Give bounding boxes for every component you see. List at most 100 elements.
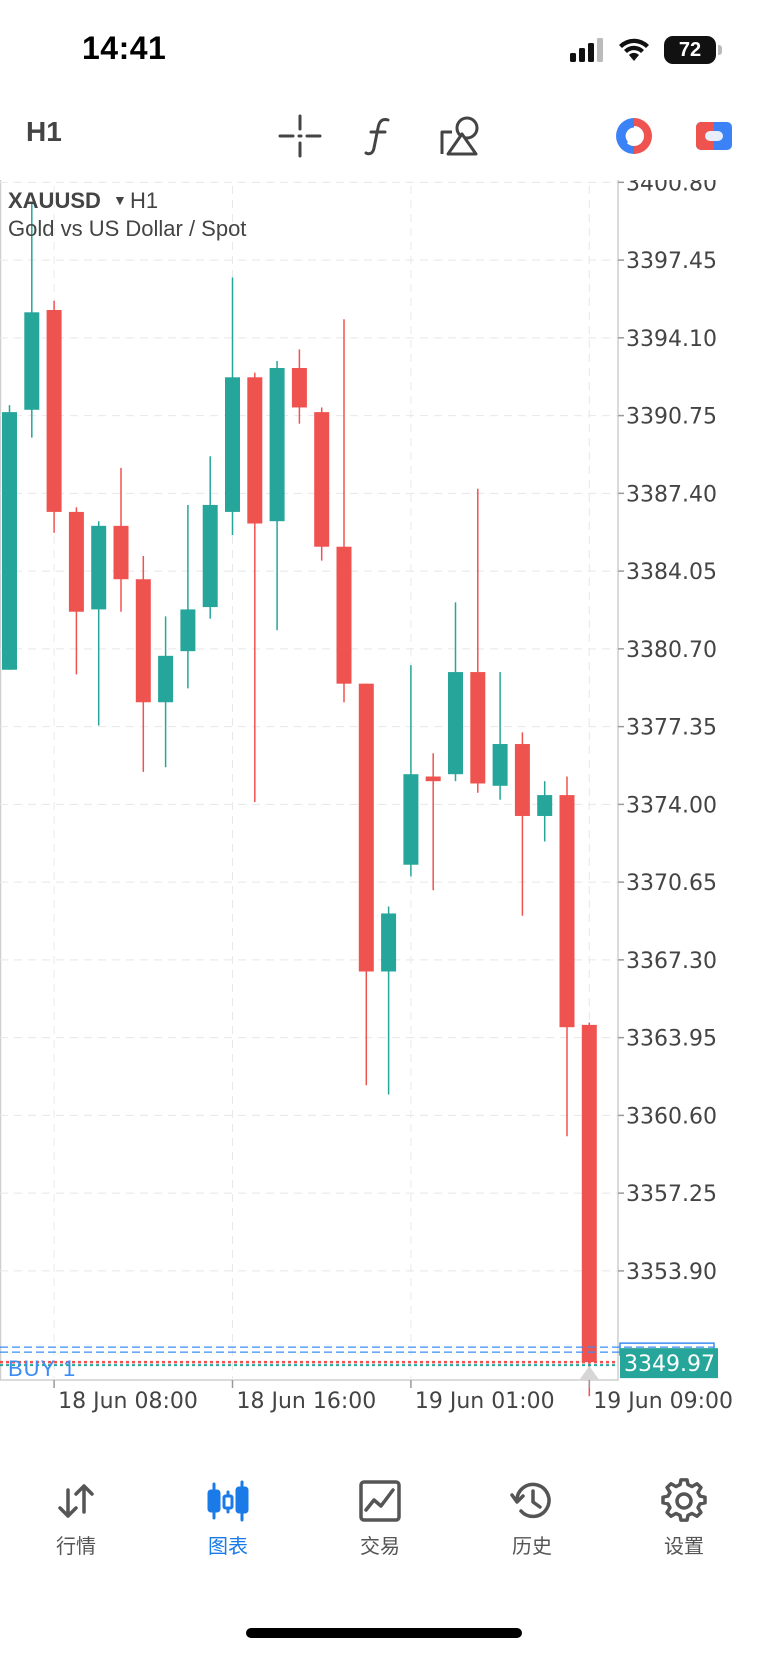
bull-candle: [269, 361, 285, 631]
nav-label: 行情: [56, 1534, 96, 1558]
nav-label: 设置: [664, 1534, 704, 1558]
battery-indicator: 72: [664, 36, 722, 64]
nav-label: 交易: [360, 1534, 400, 1558]
timeframe-button[interactable]: H1: [26, 116, 62, 147]
function-icon[interactable]: [358, 114, 402, 158]
symbol-description: Gold vs US Dollar / Spot: [8, 216, 247, 241]
settings-gear-icon: [661, 1478, 707, 1522]
bear-candle: [135, 556, 151, 772]
y-tick-label: 3374.00: [626, 793, 717, 818]
bull-candle: [202, 456, 218, 619]
status-time: 14:41: [82, 30, 167, 66]
candle-body: [381, 913, 397, 972]
y-tick-label: 3390.75: [626, 405, 717, 430]
shapes-icon[interactable]: [440, 114, 484, 158]
x-tick-label: 19 Jun 01:00: [415, 1389, 555, 1414]
candle-body: [291, 368, 307, 408]
current-price-tag: 3349.97: [620, 1348, 718, 1379]
y-tick-label: 3360.60: [626, 1104, 717, 1129]
y-tick-label: 3400.80: [626, 180, 717, 196]
y-tick-label: 3367.30: [626, 949, 717, 974]
bear-candle: [291, 349, 307, 424]
wifi-icon: [619, 38, 649, 61]
y-tick-label: 3370.65: [626, 871, 717, 896]
candle-body: [2, 412, 17, 670]
candle-body: [336, 546, 352, 684]
open-order-label[interactable]: BUY 1: [8, 1356, 77, 1381]
nav-history[interactable]: 历史: [472, 1478, 592, 1578]
candle-body: [492, 744, 508, 786]
y-tick-label: 3384.05: [626, 560, 717, 585]
plot-frame: [0, 180, 619, 1381]
y-tick-label: 3357.25: [626, 1182, 717, 1207]
bear-candle: [358, 683, 374, 1086]
candle-body: [113, 525, 129, 580]
symbol-dropdown-icon[interactable]: ▼: [113, 192, 127, 208]
bear-candle: [113, 467, 129, 612]
candle-body: [559, 795, 575, 1028]
candle-body: [403, 774, 419, 865]
symbol-name[interactable]: XAUUSD: [8, 188, 101, 213]
bull-candle: [24, 203, 40, 438]
nav-label: 历史: [512, 1534, 552, 1558]
bear-candle: [581, 1022, 597, 1397]
candle-body: [225, 377, 240, 512]
bull-candle: [225, 277, 240, 536]
one-click-trading-icon[interactable]: [612, 114, 656, 158]
y-tick-label: 3394.10: [626, 327, 717, 352]
bear-candle: [68, 507, 84, 675]
y-tick-label: 3397.45: [626, 249, 717, 274]
x-tick-label: 18 Jun 08:00: [58, 1389, 198, 1414]
crosshair-icon[interactable]: [278, 114, 322, 158]
bull-candle: [492, 672, 508, 800]
bottom-navigation: 行情 图表 交易 历史: [0, 1460, 768, 1590]
bull-candle: [448, 602, 463, 782]
candle-body: [448, 672, 463, 775]
status-bar: 14:41 72: [0, 0, 768, 100]
bear-candle: [247, 372, 263, 803]
nav-quotes[interactable]: 行情: [16, 1478, 136, 1578]
candle-body: [358, 683, 374, 972]
candle-body: [46, 309, 62, 512]
bear-candle: [314, 407, 330, 561]
candle-body: [247, 377, 263, 524]
history-clock-icon: [510, 1482, 551, 1519]
candle-body: [314, 412, 330, 547]
bull-candle: [2, 405, 17, 670]
bear-candle: [336, 319, 352, 703]
y-tick-label: 3380.70: [626, 638, 717, 663]
bull-candle: [537, 781, 553, 842]
bull-candle: [91, 521, 107, 726]
symbol-timeframe: H1: [130, 188, 159, 213]
candlestick-chart[interactable]: 3349.97 3400.80 3397.45 3394.10 3390.75 3387…: [0, 180, 768, 1460]
last-bar-marker: [579, 1366, 600, 1380]
nav-chart[interactable]: 图表: [168, 1478, 288, 1578]
y-tick-label: 3387.40: [626, 482, 717, 507]
candle-body: [24, 312, 40, 410]
home-indicator: [246, 1628, 522, 1638]
trade-chart-icon: [359, 1480, 401, 1522]
bear-candle: [425, 753, 441, 891]
nav-settings[interactable]: 设置: [624, 1478, 744, 1578]
bull-candle: [381, 906, 397, 1095]
price-chart[interactable]: 3349.97 3400.80 3397.45 3394.10 3390.75 3387…: [0, 180, 768, 1460]
y-tick-label: 3377.35: [626, 716, 717, 741]
chart-candles-icon: [207, 1480, 249, 1522]
bear-candle: [559, 776, 575, 1137]
cellular-signal-icon: [570, 38, 603, 62]
bull-candle: [158, 616, 174, 768]
candle-body: [425, 776, 441, 782]
candle-body: [514, 744, 530, 816]
candle-body: [470, 672, 486, 784]
candle-body: [91, 525, 107, 610]
account-switch-icon[interactable]: [692, 114, 736, 158]
y-tick-label: 3353.90: [626, 1260, 717, 1285]
nav-trade[interactable]: 交易: [320, 1478, 440, 1578]
bull-candle: [180, 504, 196, 689]
x-tick-label: 18 Jun 16:00: [237, 1389, 377, 1414]
current-price-label: 3349.97: [624, 1352, 715, 1377]
status-icons: 72: [570, 34, 722, 66]
current-price-box: [620, 1348, 718, 1379]
bear-candle: [46, 300, 62, 533]
candle-body: [269, 368, 285, 522]
